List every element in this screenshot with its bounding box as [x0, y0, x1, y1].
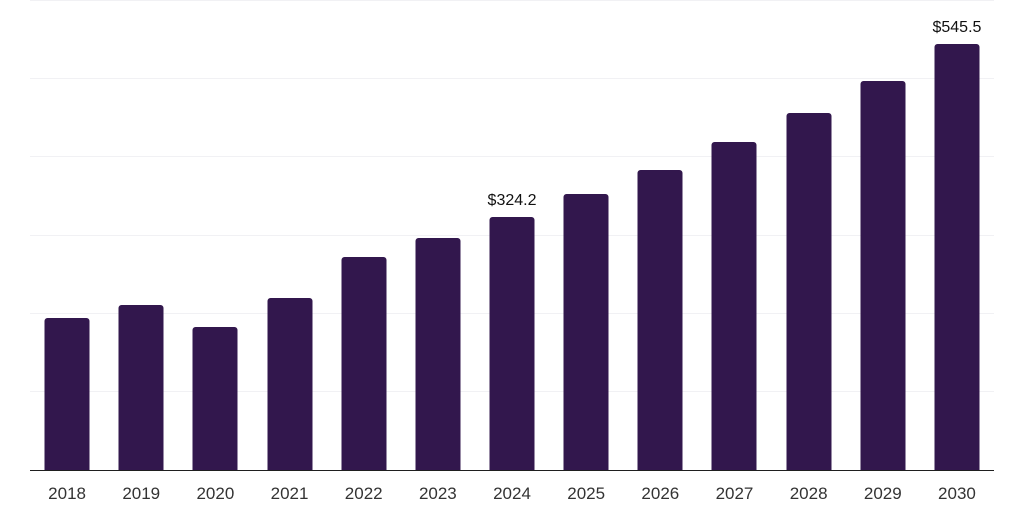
value-label-2030: $545.5 [932, 19, 982, 37]
bar-2019 [118, 305, 164, 470]
x-tick-label-2019: 2019 [122, 484, 161, 503]
bar-2025 [563, 193, 609, 470]
bar-column-2029 [846, 1, 920, 470]
gridline-600 [30, 0, 994, 1]
bar-2023 [415, 238, 461, 470]
bar-column-2026 [623, 1, 697, 470]
x-tick-label-2022: 2022 [344, 484, 383, 503]
bar-2021 [267, 298, 313, 470]
bar-2027 [711, 141, 757, 470]
x-tick-label-2018: 2018 [48, 484, 86, 503]
plot-area: $324.2 $545.5 [30, 0, 994, 471]
x-tick-label-2029: 2029 [863, 484, 902, 503]
bar-column-2027 [697, 1, 771, 470]
x-tick-label-2027: 2027 [715, 484, 754, 503]
x-tick-label-2028: 2028 [789, 484, 828, 503]
x-tick-label-2030: 2030 [938, 484, 976, 503]
bar-2029 [860, 80, 906, 470]
x-tick-label-2025: 2025 [567, 484, 606, 503]
bar-2028 [786, 112, 832, 470]
x-tick-label-2026: 2026 [641, 484, 680, 503]
bar-column-2018 [30, 1, 104, 470]
x-tick-label-2023: 2023 [418, 484, 457, 503]
bar-2022 [341, 257, 387, 470]
bar-columns: $324.2 $545.5 [30, 1, 994, 470]
bar-2026 [637, 169, 683, 470]
gridline-400 [30, 156, 994, 158]
bar-column-2024: $324.2 [475, 1, 549, 470]
bar-2020 [192, 326, 238, 470]
bar-column-2022 [327, 1, 401, 470]
x-tick-label-2024: 2024 [493, 484, 531, 503]
bar-2018 [44, 317, 90, 470]
bar-column-2025 [549, 1, 623, 470]
bar-2030 [934, 43, 980, 470]
bar-column-2019 [104, 1, 178, 470]
x-axis-labels: 2018 2019 2020 2021 2022 2023 2024 2025 2026 2027… [30, 484, 994, 504]
x-tick-label-2020: 2020 [196, 484, 235, 503]
bar-2024 [489, 216, 535, 470]
bar-column-2030: $545.5 [920, 1, 994, 470]
gridline-500 [30, 78, 994, 80]
x-tick-label-2021: 2021 [270, 484, 309, 503]
bar-column-2021 [252, 1, 326, 470]
value-label-2024: $324.2 [487, 192, 537, 209]
bar-column-2028 [772, 1, 846, 470]
bar-column-2020 [178, 1, 252, 470]
x-axis-line [30, 469, 994, 471]
bar-column-2023 [401, 1, 475, 470]
